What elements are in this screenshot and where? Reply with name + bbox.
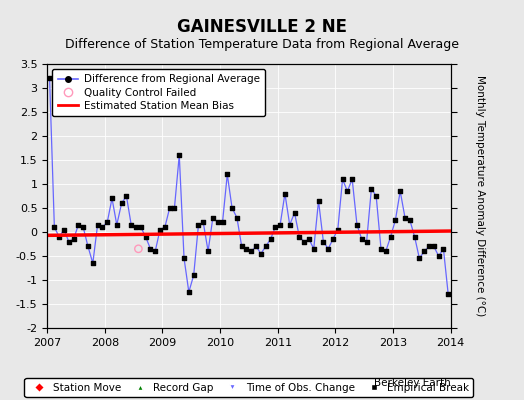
Point	[339, 176, 347, 182]
Point	[367, 186, 376, 192]
Point	[146, 246, 155, 252]
Point	[295, 234, 303, 240]
Point	[290, 210, 299, 216]
Point	[175, 152, 183, 158]
Point	[357, 236, 366, 242]
Point	[166, 205, 174, 211]
Point	[406, 217, 414, 223]
Point	[233, 214, 241, 221]
Point	[381, 248, 390, 254]
Point	[319, 238, 328, 245]
Point	[132, 224, 140, 230]
Point	[69, 236, 78, 242]
Point	[64, 238, 73, 245]
Point	[372, 193, 380, 199]
Point	[55, 234, 63, 240]
Point	[184, 289, 193, 295]
Point	[401, 214, 409, 221]
Point	[60, 226, 68, 233]
Point	[329, 236, 337, 242]
Point	[134, 246, 143, 252]
Point	[151, 248, 159, 254]
Point	[113, 222, 121, 228]
Point	[377, 246, 385, 252]
Point	[108, 195, 116, 202]
Point	[194, 222, 203, 228]
Point	[237, 243, 246, 250]
Point	[98, 224, 106, 230]
Y-axis label: Monthly Temperature Anomaly Difference (°C): Monthly Temperature Anomaly Difference (…	[475, 75, 485, 317]
Point	[396, 188, 405, 194]
Point	[310, 246, 318, 252]
Point	[334, 226, 342, 233]
Point	[137, 224, 145, 230]
Point	[257, 250, 265, 257]
Legend: Station Move, Record Gap, Time of Obs. Change, Empirical Break: Station Move, Record Gap, Time of Obs. C…	[25, 378, 473, 397]
Point	[386, 234, 395, 240]
Point	[324, 246, 332, 252]
Point	[223, 171, 232, 178]
Point	[266, 236, 275, 242]
Point	[79, 224, 88, 230]
Point	[314, 198, 323, 204]
Point	[425, 243, 433, 250]
Point	[343, 188, 352, 194]
Point	[213, 219, 222, 226]
Point	[161, 224, 169, 230]
Point	[228, 205, 236, 211]
Point	[219, 219, 227, 226]
Point	[141, 234, 150, 240]
Point	[247, 248, 256, 254]
Point	[415, 255, 423, 262]
Point	[439, 246, 447, 252]
Text: Difference of Station Temperature Data from Regional Average: Difference of Station Temperature Data f…	[65, 38, 459, 51]
Point	[410, 234, 419, 240]
Point	[156, 226, 164, 233]
Point	[420, 248, 429, 254]
Point	[444, 291, 452, 298]
Point	[286, 222, 294, 228]
Text: GAINESVILLE 2 NE: GAINESVILLE 2 NE	[177, 18, 347, 36]
Point	[89, 260, 97, 266]
Point	[261, 243, 270, 250]
Point	[93, 222, 102, 228]
Point	[122, 193, 130, 199]
Point	[50, 224, 59, 230]
Point	[209, 214, 217, 221]
Point	[46, 75, 54, 82]
Point	[199, 219, 208, 226]
Point	[103, 219, 112, 226]
Point	[281, 190, 289, 197]
Point	[353, 222, 361, 228]
Point	[305, 236, 313, 242]
Point	[430, 243, 438, 250]
Point	[391, 217, 400, 223]
Point	[363, 238, 371, 245]
Point	[348, 176, 356, 182]
Point	[204, 248, 212, 254]
Point	[84, 243, 92, 250]
Point	[127, 222, 135, 228]
Point	[190, 272, 198, 278]
Point	[300, 238, 308, 245]
Point	[276, 222, 285, 228]
Point	[271, 224, 279, 230]
Point	[434, 253, 443, 259]
Text: Berkeley Earth: Berkeley Earth	[374, 378, 451, 388]
Point	[170, 205, 179, 211]
Point	[252, 243, 260, 250]
Point	[74, 222, 83, 228]
Point	[180, 255, 188, 262]
Point	[117, 200, 126, 206]
Point	[242, 246, 250, 252]
